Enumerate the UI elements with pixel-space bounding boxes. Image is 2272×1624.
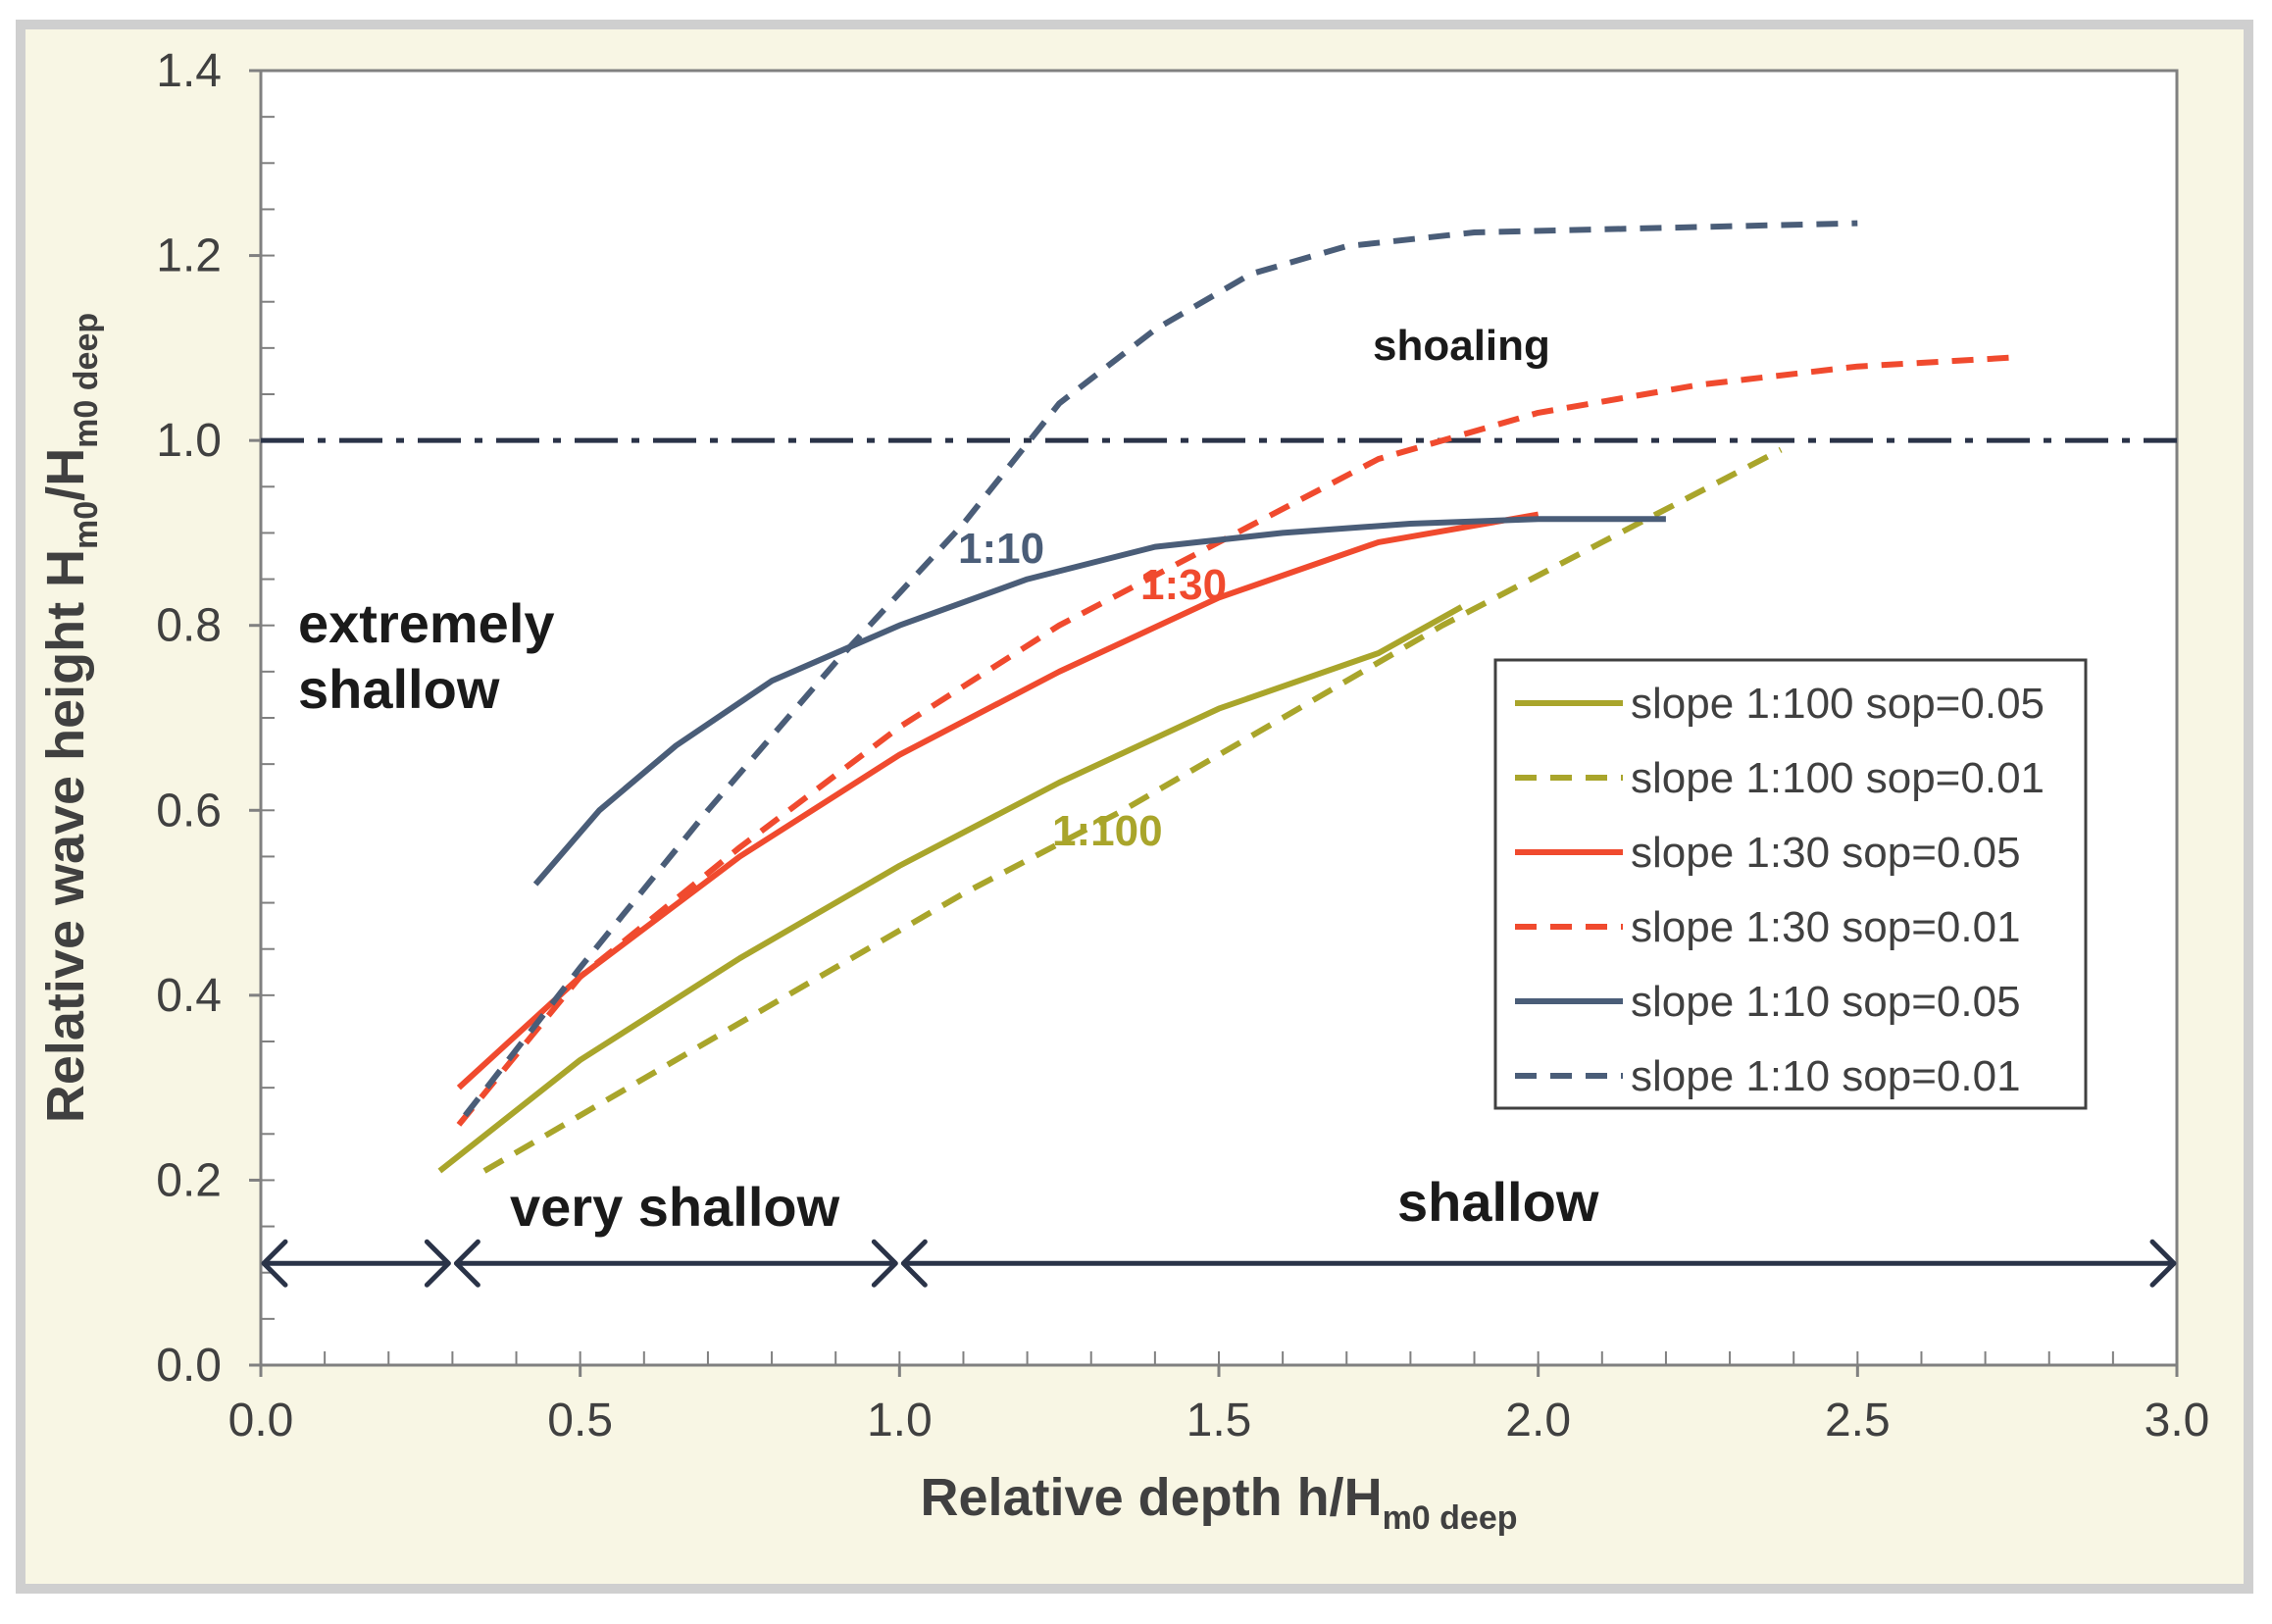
y-tick-label: 0.6 <box>156 785 222 837</box>
range-arrow-head <box>2149 1239 2177 1288</box>
y-tick-label: 0.0 <box>156 1340 222 1392</box>
series-slope-1-100-sop-0-05 <box>437 604 1463 1174</box>
x-tick-label: 1.0 <box>867 1395 933 1446</box>
y-tick-label: 0.8 <box>156 600 222 652</box>
x-tick-label: 0.0 <box>228 1395 294 1446</box>
range-arrow-head <box>900 1239 928 1288</box>
y-tick-label: 0.2 <box>156 1154 222 1206</box>
x-tick-label: 2.5 <box>1825 1395 1891 1446</box>
x-axis-title-main: Relative depth h/H <box>920 1468 1382 1527</box>
minor-ticks <box>261 116 2114 1365</box>
y-tick-label: 1.2 <box>156 230 222 282</box>
x-tick-label: 0.5 <box>547 1395 613 1446</box>
legend: slope 1:100 sop=0.05 slope 1:100 sop=0.01… <box>1493 658 2088 1110</box>
x-axis-title-sub: m0 deep <box>1383 1499 1518 1537</box>
y-axis-ticks: 0.0 0.2 0.4 0.6 0.8 1.0 1.2 1.4 <box>156 45 261 1392</box>
y-axis-title-sub1: m0 <box>68 501 105 549</box>
y-tick-label: 0.4 <box>156 970 222 1022</box>
range-arrow-head <box>871 1239 898 1288</box>
x-tick-label: 1.5 <box>1186 1395 1252 1446</box>
range-arrow-head <box>261 1239 288 1288</box>
legend-label: slope 1:10 sop=0.01 <box>1631 1052 2021 1100</box>
annotation-extremely-shallow: shallow <box>298 658 500 720</box>
legend-label: slope 1:30 sop=0.05 <box>1631 829 2021 877</box>
legend-label: slope 1:100 sop=0.05 <box>1631 680 2045 728</box>
series-lines <box>437 220 2018 1174</box>
range-arrow-head <box>424 1239 451 1288</box>
legend-label: slope 1:100 sop=0.01 <box>1631 754 2045 802</box>
annotation-extremely: extremely <box>298 592 555 654</box>
annotation-shoaling: shoaling <box>1373 322 1550 370</box>
annotation-very-shallow: very shallow <box>510 1176 840 1238</box>
y-axis-title-main: Relative wave height H <box>36 549 95 1123</box>
depth-range-arrows <box>261 1239 2177 1288</box>
legend-label: slope 1:30 sop=0.01 <box>1631 903 2021 951</box>
legend-box <box>1493 658 2088 1110</box>
annotation-shallow: shallow <box>1397 1171 1599 1233</box>
annotation-1-100: 1:100 <box>1052 807 1163 855</box>
y-axis-title-mid: /H <box>36 448 95 501</box>
y-tick-label: 1.4 <box>156 45 222 97</box>
y-axis-title: Relative wave height Hm0/Hm0 deep <box>36 313 105 1123</box>
series-slope-1-10-sop-0-01 <box>463 220 1858 1118</box>
legend-label: slope 1:10 sop=0.05 <box>1631 978 2021 1026</box>
x-tick-label: 2.0 <box>1505 1395 1571 1446</box>
y-axis-title-sub2: m0 deep <box>68 313 105 448</box>
annotation-1-30: 1:30 <box>1140 561 1227 609</box>
range-arrow-head <box>453 1239 480 1288</box>
legend-items: slope 1:100 sop=0.05 slope 1:100 sop=0.01… <box>1515 680 2045 1100</box>
x-axis-title: Relative depth h/Hm0 deep <box>920 1468 1517 1537</box>
x-tick-label: 3.0 <box>2145 1395 2210 1446</box>
x-axis-ticks: 0.0 0.5 1.0 1.5 2.0 2.5 3.0 <box>228 1365 2210 1446</box>
series-slope-1-10-sop-0-05 <box>532 516 1666 887</box>
y-tick-label: 1.0 <box>156 415 222 467</box>
annotation-1-10: 1:10 <box>958 525 1044 573</box>
